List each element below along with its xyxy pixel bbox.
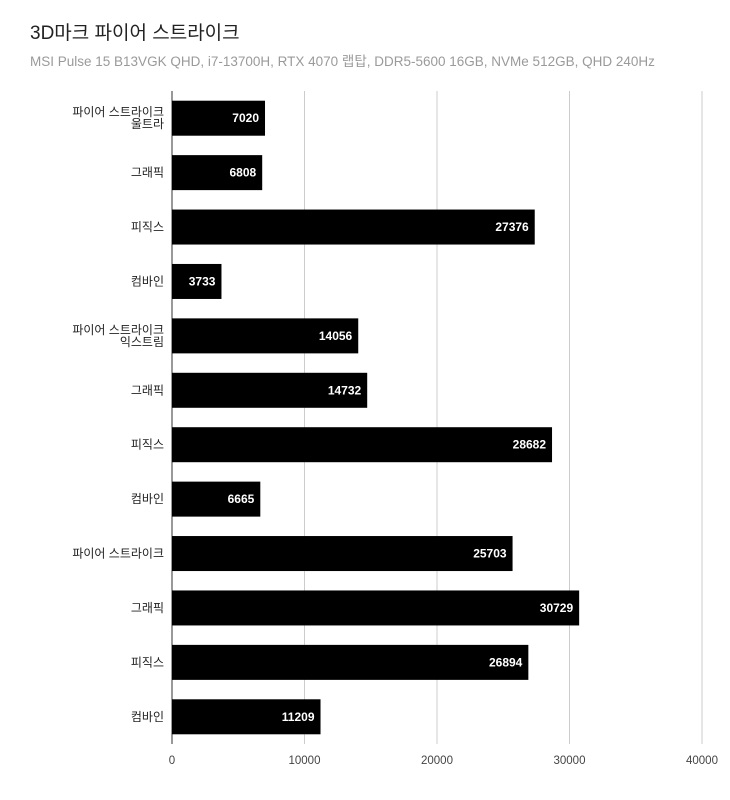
bar — [172, 155, 263, 191]
data-label: 26894 — [489, 655, 523, 669]
gridlines — [171, 91, 703, 744]
x-tick-label: 10000 — [289, 755, 321, 767]
bar — [172, 427, 553, 463]
bar — [172, 318, 359, 354]
bar — [172, 209, 535, 245]
category-label: 피직스 — [131, 655, 164, 669]
category-label: 컴바인 — [131, 274, 164, 288]
data-label: 6665 — [228, 492, 255, 506]
bar — [172, 263, 222, 299]
category-label: 그래픽 — [131, 601, 164, 615]
bars: 7020 6808 27376 3733 14056 14732 28682 6665 2570… — [172, 100, 580, 735]
category-label: 파이어 스트라이크 — [72, 547, 164, 561]
data-label: 6808 — [230, 166, 257, 180]
bar — [172, 536, 513, 572]
data-label: 30729 — [540, 601, 574, 615]
bar — [172, 100, 266, 136]
category-label: 컴바인 — [131, 710, 164, 724]
x-tick-label: 20000 — [421, 755, 453, 767]
category-label: 피직스 — [131, 438, 164, 452]
data-label: 27376 — [495, 220, 529, 234]
category-label: 컴바인 — [131, 492, 164, 506]
category-label: 파이어 스트라이크 울트라 — [72, 105, 164, 131]
data-label: 14732 — [328, 383, 362, 397]
bar — [172, 699, 321, 735]
x-tick-label: 0 — [169, 755, 175, 767]
x-tick-labels: 0 10000 20000 30000 40000 — [169, 755, 718, 767]
data-label: 25703 — [473, 547, 507, 561]
bar — [172, 481, 261, 517]
data-label: 11209 — [282, 710, 315, 724]
category-label: 그래픽 — [131, 383, 164, 397]
category-label: 그래픽 — [131, 166, 164, 180]
x-tick-label: 40000 — [686, 755, 718, 767]
chart-subtitle: MSI Pulse 15 B13VGK QHD, i7-13700H, RTX … — [30, 54, 655, 69]
data-label: 28682 — [513, 438, 547, 452]
data-label: 3733 — [189, 274, 216, 288]
bar — [172, 372, 368, 408]
bar — [172, 590, 580, 626]
x-tick-label: 30000 — [554, 755, 586, 767]
bar — [172, 644, 529, 680]
chart-title: 3D마크 파이어 스트라이크 — [30, 23, 240, 44]
category-label: 파이어 스트라이크 익스트림 — [72, 323, 164, 349]
data-label: 7020 — [232, 111, 259, 125]
category-label: 피직스 — [131, 220, 164, 234]
data-label: 14056 — [319, 329, 353, 343]
